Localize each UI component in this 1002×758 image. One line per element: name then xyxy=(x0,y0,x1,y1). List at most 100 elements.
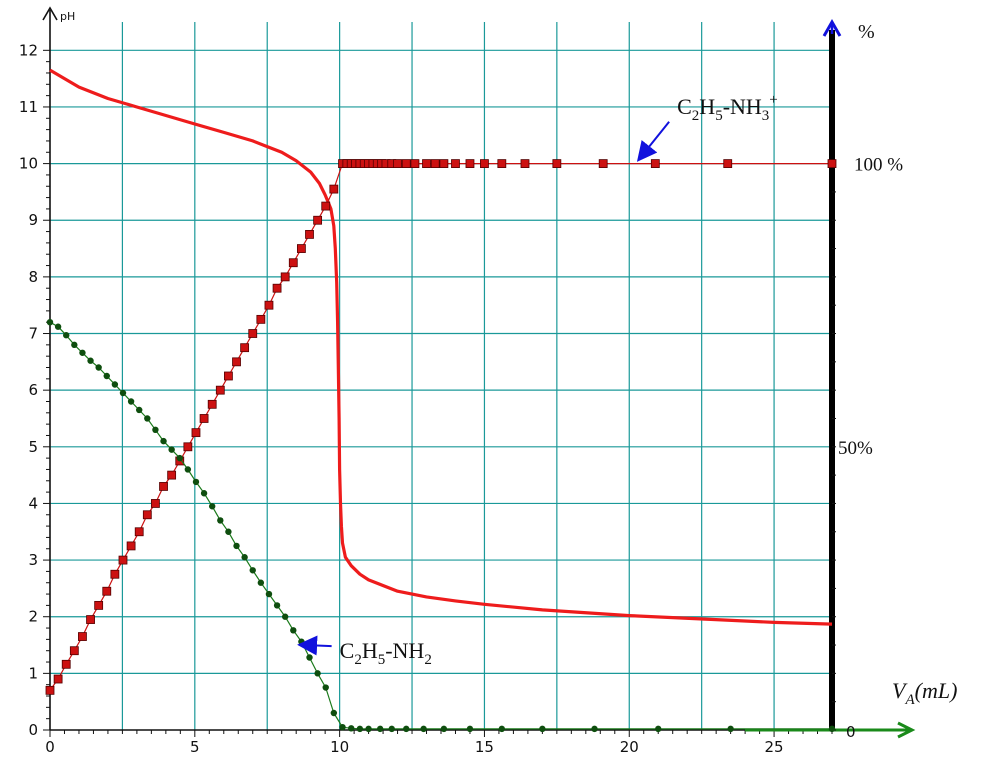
data-point-circle xyxy=(144,415,151,422)
data-point-circle xyxy=(87,357,94,364)
data-point-circle xyxy=(376,725,384,733)
data-point-circle xyxy=(79,349,86,356)
data-point-square xyxy=(465,159,475,169)
data-point-square xyxy=(240,343,250,353)
annotation-nh3: C2H5-NH3+ xyxy=(677,92,778,124)
y2-tick-label: 100 % xyxy=(854,155,903,176)
data-point-circle xyxy=(498,725,506,733)
data-point-square xyxy=(86,615,95,624)
x-tick-label: 0 xyxy=(45,738,55,756)
data-point-circle xyxy=(306,654,313,661)
x-axis-arrow-icon xyxy=(897,721,916,739)
y-tick-label: 1 xyxy=(28,664,38,682)
data-point-square xyxy=(480,159,489,169)
data-point-square xyxy=(422,159,431,169)
data-point-square xyxy=(313,215,323,225)
x-tick-label: 15 xyxy=(475,738,494,756)
y-tick-label: 7 xyxy=(28,325,38,343)
data-point-circle xyxy=(539,725,546,733)
data-point-square xyxy=(272,283,282,293)
data-point-circle xyxy=(192,478,200,486)
data-point-square xyxy=(305,229,314,239)
data-point-circle xyxy=(136,406,143,414)
annotation-nh2: C2H5-NH2 xyxy=(340,638,432,668)
data-point-circle xyxy=(273,602,281,609)
data-point-square xyxy=(723,159,733,169)
y-tick-label: 0 xyxy=(28,721,38,739)
data-point-circle xyxy=(119,389,127,397)
series-layer xyxy=(45,68,837,733)
data-point-circle xyxy=(330,709,338,717)
data-point-circle xyxy=(103,372,110,380)
data-point-circle xyxy=(225,528,232,535)
data-point-square xyxy=(207,399,217,409)
series-line-0 xyxy=(49,68,833,626)
data-point-square xyxy=(167,470,177,480)
data-point-square xyxy=(102,586,112,596)
x-tick-label: 10 xyxy=(330,738,349,756)
data-point-circle xyxy=(208,503,216,510)
data-point-square xyxy=(61,659,71,669)
data-point-circle xyxy=(257,579,265,586)
data-point-square xyxy=(183,442,193,452)
data-point-circle xyxy=(127,398,135,405)
data-point-circle xyxy=(348,725,355,732)
y2-axis-arrow-icon xyxy=(822,18,842,37)
data-point-square xyxy=(94,600,104,610)
data-point-square xyxy=(321,201,331,211)
data-point-square xyxy=(256,314,266,324)
data-point-square xyxy=(248,329,258,338)
data-point-square xyxy=(439,159,449,169)
data-point-circle xyxy=(290,627,297,634)
data-point-circle xyxy=(241,554,248,561)
data-point-square xyxy=(215,385,225,395)
data-point-square xyxy=(78,632,87,641)
annotations: C2H5-NH3+ C2H5-NH2 xyxy=(297,92,778,668)
data-point-circle xyxy=(111,381,119,388)
data-point-circle xyxy=(71,341,78,349)
data-point-square xyxy=(552,159,562,169)
x-axis-label: VA(mL) xyxy=(892,678,957,708)
y-tick-label: 4 xyxy=(28,494,38,512)
data-point-square xyxy=(118,555,128,565)
data-point-circle xyxy=(339,723,346,731)
data-point-circle xyxy=(168,446,175,453)
data-point-circle xyxy=(176,454,183,462)
data-point-square xyxy=(598,159,608,169)
data-point-square xyxy=(191,428,201,438)
data-point-square xyxy=(142,510,152,520)
y-tick-label: 8 xyxy=(28,268,38,286)
data-point-square xyxy=(296,244,306,253)
data-point-circle xyxy=(322,684,329,691)
y-axis-arrow-icon xyxy=(42,6,58,21)
data-point-square xyxy=(69,646,79,656)
data-point-circle xyxy=(152,426,159,434)
data-point-circle xyxy=(298,638,305,645)
x-tick-label: 25 xyxy=(765,738,784,756)
y-tick-label: 2 xyxy=(28,608,38,626)
data-point-circle xyxy=(217,517,224,524)
data-point-square xyxy=(451,159,460,169)
y2-tick-label: 0 xyxy=(846,723,856,741)
y-tick-label: 6 xyxy=(28,381,38,399)
data-point-square xyxy=(288,258,298,268)
data-point-square xyxy=(232,357,241,367)
data-point-circle xyxy=(655,725,662,733)
data-point-circle xyxy=(388,725,395,733)
data-point-circle xyxy=(54,323,62,330)
data-point-circle xyxy=(233,542,240,550)
y2-tick-label: 50% xyxy=(838,438,873,459)
data-point-square xyxy=(280,272,290,282)
y-tick-label: 3 xyxy=(28,551,38,569)
data-point-circle xyxy=(828,725,836,733)
y-tick-label: 9 xyxy=(28,211,38,229)
data-point-square xyxy=(110,569,120,579)
data-point-square xyxy=(151,499,160,508)
data-point-circle xyxy=(95,364,102,371)
data-point-square xyxy=(126,541,136,551)
data-point-square xyxy=(827,159,837,169)
data-point-circle xyxy=(200,490,208,497)
data-point-square xyxy=(410,159,420,169)
